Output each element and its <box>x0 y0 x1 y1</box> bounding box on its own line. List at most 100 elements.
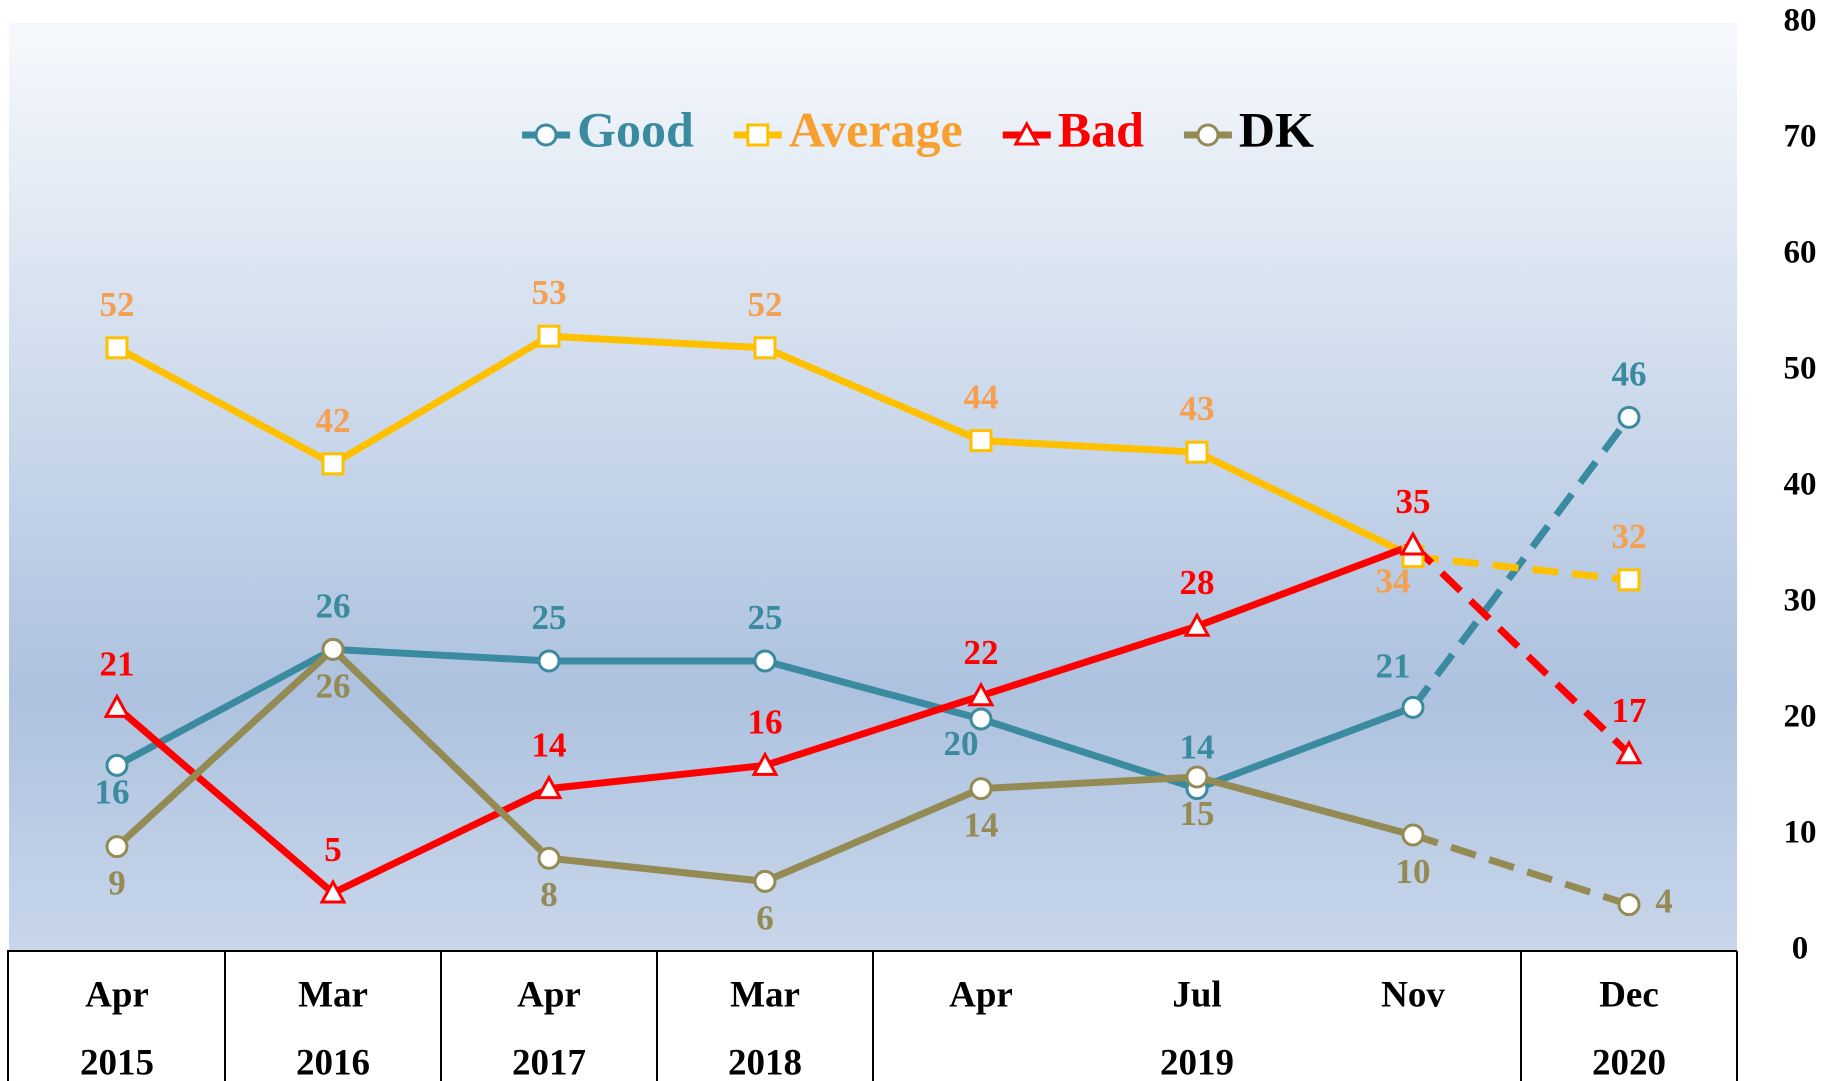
marker <box>967 681 995 707</box>
series-line-dashed <box>1410 415 1632 710</box>
legend-label: DK <box>1239 101 1314 157</box>
data-label: 9 <box>108 864 126 903</box>
legend-symbol <box>746 123 770 147</box>
y-tick-label: 0 <box>1792 931 1809 967</box>
marker <box>105 835 129 859</box>
x-group-label: 2016 <box>296 1042 370 1081</box>
data-label: 44 <box>964 378 999 417</box>
legend-item: Average <box>733 101 963 157</box>
data-label: 35 <box>1396 482 1431 521</box>
data-label: 20 <box>944 724 979 763</box>
data-label: 14 <box>964 806 999 845</box>
data-label: 28 <box>1180 563 1215 602</box>
legend-item: Good <box>522 101 694 157</box>
data-label: 15 <box>1180 794 1215 833</box>
marker <box>537 846 561 870</box>
marker <box>1399 530 1427 556</box>
x-group-label: 2015 <box>80 1042 154 1081</box>
data-label: 17 <box>1612 691 1647 730</box>
marker <box>1615 739 1643 765</box>
y-tick-label: 70 <box>1784 119 1817 155</box>
legend-symbol <box>1013 120 1041 146</box>
x-tick-label: Nov <box>1381 974 1445 1015</box>
data-label: 10 <box>1396 852 1431 891</box>
marker <box>103 693 131 718</box>
x-group-label: 2018 <box>728 1042 802 1081</box>
data-label: 53 <box>532 273 567 312</box>
x-group-label: 2019 <box>1160 1042 1234 1081</box>
marker <box>1183 612 1211 637</box>
data-label: 16 <box>95 772 130 811</box>
marker <box>105 753 129 777</box>
x-tick-label: Apr <box>517 974 581 1015</box>
legend-symbol <box>534 123 558 147</box>
data-label: 52 <box>748 285 783 324</box>
x-tick-label: Apr <box>949 974 1013 1015</box>
marker <box>1401 823 1425 847</box>
data-label: 26 <box>316 666 351 705</box>
data-label: 14 <box>532 726 567 765</box>
data-label: 22 <box>964 633 999 672</box>
marker <box>1185 765 1209 789</box>
data-label: 43 <box>1180 389 1215 428</box>
y-tick-label: 40 <box>1784 467 1817 503</box>
marker <box>321 452 345 476</box>
marker <box>535 774 563 800</box>
x-tick-label: Dec <box>1599 974 1659 1015</box>
data-label: 25 <box>748 598 783 637</box>
data-label: 32 <box>1612 517 1647 556</box>
data-label: 46 <box>1612 354 1647 393</box>
legend-label: Good <box>577 101 694 157</box>
marker <box>753 649 777 673</box>
legend-label: Average <box>789 101 963 157</box>
x-group-label: 2017 <box>512 1042 586 1081</box>
legend-item: Bad <box>1002 101 1144 157</box>
series-line-dashed <box>1410 542 1632 757</box>
marker <box>319 878 347 904</box>
plot-background <box>9 23 1737 951</box>
y-tick-label: 50 <box>1784 351 1817 387</box>
legend-label: Bad <box>1058 101 1144 157</box>
y-tick-label: 60 <box>1784 235 1817 271</box>
y-tick-label: 30 <box>1784 583 1817 619</box>
marker <box>969 429 993 453</box>
marker <box>1617 568 1641 592</box>
data-label: 14 <box>1180 728 1215 767</box>
x-group-label: 2020 <box>1592 1042 1666 1081</box>
y-tick-label: 10 <box>1784 815 1817 851</box>
data-label: 21 <box>100 644 135 683</box>
series-line-dashed <box>1412 553 1630 584</box>
data-label: 42 <box>316 401 351 440</box>
y-tick-label: 20 <box>1784 699 1817 735</box>
data-label: 34 <box>1376 562 1411 601</box>
marker <box>321 637 345 661</box>
marker <box>753 336 777 360</box>
data-label: 16 <box>748 702 783 741</box>
marker <box>1617 405 1641 429</box>
marker <box>1401 695 1425 719</box>
marker <box>537 324 561 348</box>
marker <box>1185 440 1209 464</box>
data-label: 52 <box>100 285 135 324</box>
x-tick-label: Mar <box>730 974 800 1015</box>
x-tick-label: Jul <box>1172 974 1221 1015</box>
marker <box>969 707 993 731</box>
marker <box>537 649 561 673</box>
x-tick-label: Apr <box>85 974 149 1015</box>
data-label: 5 <box>324 830 342 869</box>
data-label: 21 <box>1376 646 1411 685</box>
legend-item: DK <box>1183 101 1314 157</box>
x-tick-label: Mar <box>298 974 368 1015</box>
y-tick-label: 80 <box>1784 3 1817 39</box>
legend-symbol <box>1196 123 1220 147</box>
data-label: 8 <box>540 875 558 914</box>
data-label: 26 <box>316 586 351 625</box>
marker <box>969 777 993 801</box>
data-label: 25 <box>532 598 567 637</box>
marker <box>105 336 129 360</box>
data-label: 4 <box>1655 882 1673 921</box>
marker <box>753 869 777 893</box>
data-label: 6 <box>756 898 774 937</box>
marker <box>751 751 779 776</box>
